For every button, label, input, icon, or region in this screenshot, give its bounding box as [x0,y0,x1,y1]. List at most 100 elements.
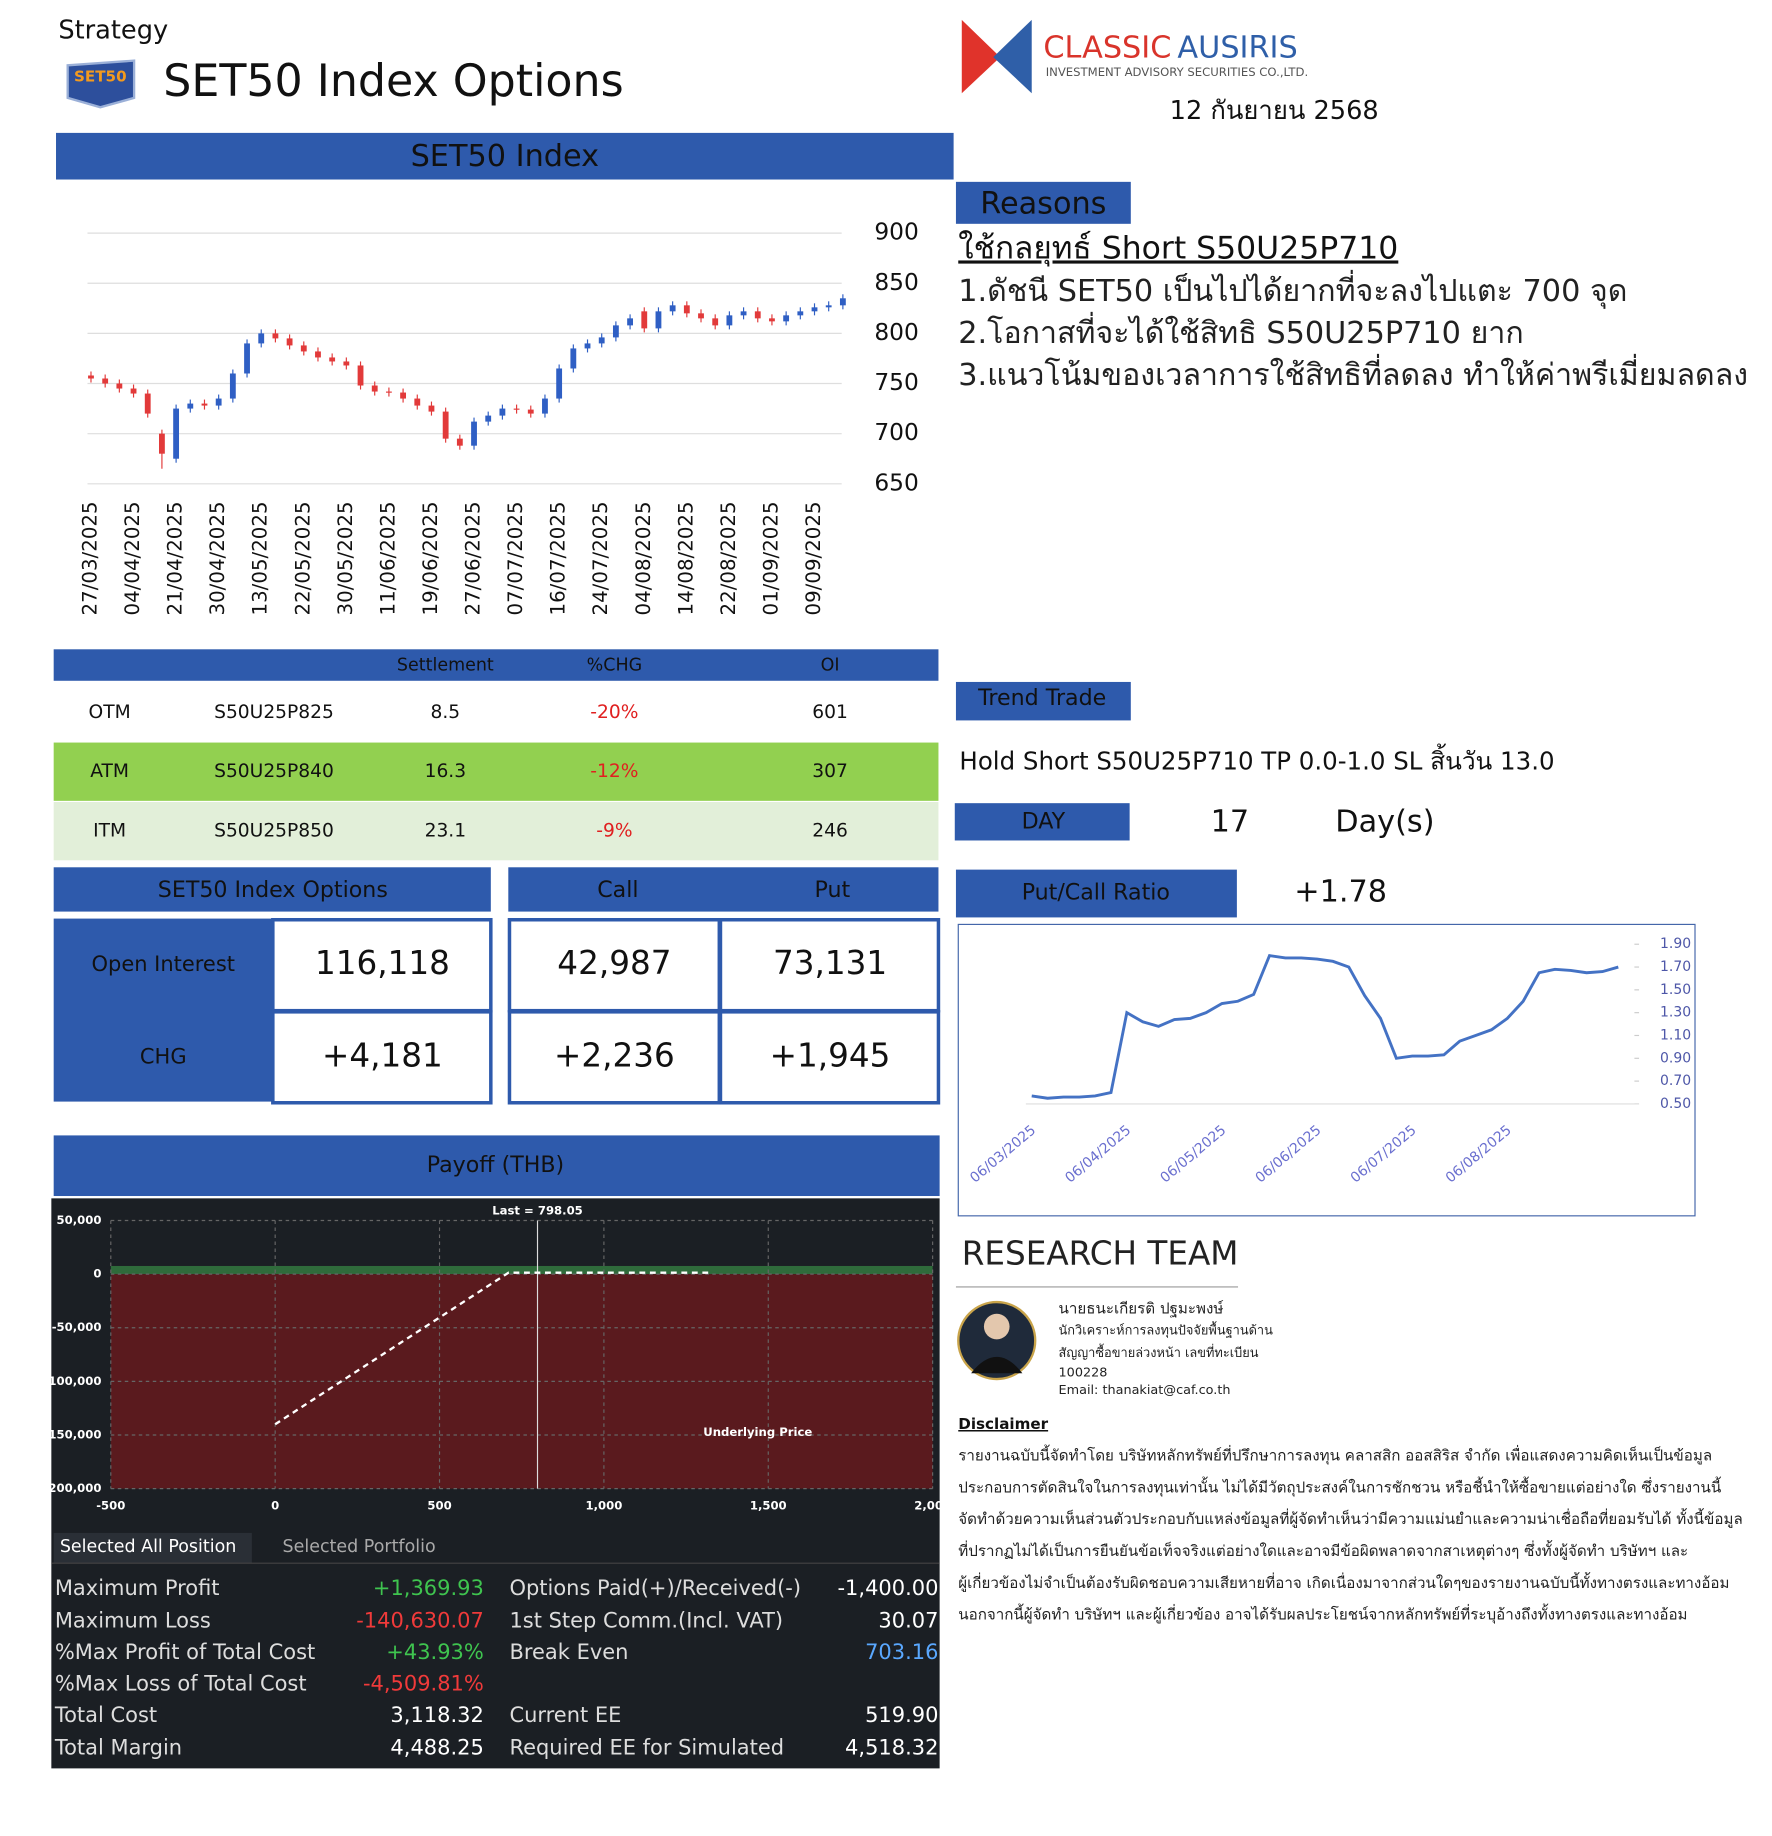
table-cell: 16.3 [425,761,467,782]
table-cell: S50U25P850 [214,821,334,842]
stat-label: Total Cost [54,1703,157,1727]
candle-body [712,318,719,326]
disclaimer-text: นอกจากนี้ผู้จัดทำ บริษัทฯ และผู้เกี่ยวข้… [958,1604,1687,1625]
table-cell: 23.1 [425,821,467,842]
stat-label: Maximum Profit [55,1576,220,1600]
candle-body [513,408,520,410]
reason: 3.แนวโน้มของเวลาการใช้สิทธิที่ลดลง ทำให้… [958,353,1748,393]
page-title: SET50 Index Options [163,56,623,107]
stat-label: Total Margin [54,1736,182,1760]
candle-body [130,388,137,394]
disclaimer-text: ที่ปรากฏไม่ได้เป็นการยืนยันข้อเท็จจริงแต… [958,1540,1688,1561]
company-name: CLASSIC [1043,30,1171,65]
tab-active [53,1532,252,1564]
disclaimer-text: ประกอบการตัดสินใจในการลงทุนเท่านั้น ไม่ไ… [958,1476,1721,1497]
candle-body [400,392,407,399]
candle-body [315,351,321,358]
y-tick-label: 0 [93,1267,101,1281]
table-row [53,742,939,801]
x-tick-label: 13/05/2025 [249,501,272,615]
x-tick-label: 1,000 [585,1499,622,1513]
payoff-line [274,1271,711,1426]
x-tick-label: 22/05/2025 [291,501,314,615]
stat-value: 3,118.32 [390,1703,483,1727]
tag [955,681,1131,721]
analyst-info: นักวิเคราะห์การลงทุนปัจจัยพื้นฐานด้าน [1059,1321,1274,1339]
stat-value: -1,400.00 [838,1576,939,1600]
disclaimer-text: รายงานฉบับนี้จัดทำโดย บริษัทหลักทรัพย์ที… [958,1444,1712,1465]
candle-body [797,311,804,316]
strategy: ใช้กลยุทธ์ Short S50U25P710 [958,229,1398,267]
y-tick-label: 650 [874,469,918,496]
analyst-info: 100228 [1059,1366,1108,1381]
stat-label: Required EE for Simulated [509,1736,784,1760]
section-title: RESEARCH TEAM [962,1234,1239,1272]
stat-value: 703.16 [865,1640,938,1664]
y-tick-label: 1.10 [1660,1027,1691,1043]
candle-body [783,315,790,322]
pcr-value: +1.78 [1294,874,1387,909]
candle-body [542,398,548,414]
table-cell: OTM [89,702,131,723]
stat-value: -4,509.81% [363,1671,484,1695]
x-tick-label: 2,000 [914,1499,951,1513]
chart-title: Payoff (THB) [427,1152,564,1178]
section-header [53,867,491,912]
x-tick-label: 04/08/2025 [632,501,655,615]
tab: Selected All Position [60,1537,237,1557]
candle-body [740,311,747,316]
x-tick-label: 1,500 [750,1499,787,1513]
candle-body [598,337,605,344]
reason: 1.ดัชนี SET50 เป็นไปได้ยากที่จะลงไปแตะ 7… [958,269,1627,310]
stat-label: Options Paid(+)/Received(-) [509,1576,801,1600]
candle-body [811,307,818,312]
table-cell: -20% [590,702,638,723]
x-tick-label: 22/08/2025 [717,501,740,615]
y-tick-label: 50,000 [57,1213,102,1227]
candle-body [570,348,577,369]
day-unit: Day(s) [1335,804,1434,839]
candle-body [173,408,180,459]
candle-body [612,325,619,338]
x-tick-label: 19/06/2025 [419,501,442,615]
x-tick-label: 01/09/2025 [759,501,782,615]
disclaimer-text: จัดทำด้วยความเห็นส่วนตัวประกอบกับแหล่งข้… [958,1508,1742,1528]
value-cell [718,918,941,1013]
value-text: 116,118 [315,944,450,982]
candle-body [471,421,477,446]
table-cell: -9% [596,821,632,842]
value-text: 73,131 [773,944,887,982]
reason: 2.โอกาสที่จะได้ใช้สิทธิ S50U25P710 ยาก [958,311,1523,351]
section-title: Reasons [980,187,1106,222]
candle-body [116,383,123,389]
stat-value: -140,630.07 [356,1609,484,1633]
x-tick-label: 30/04/2025 [206,501,229,615]
x-tick-label: 07/07/2025 [504,501,527,615]
label-block [53,918,273,1102]
stat-label: %Max Loss of Total Cost [55,1671,307,1695]
section-header [56,132,954,180]
value-cell [271,918,493,1013]
candle-body [556,368,563,399]
candle-body [698,313,704,319]
candle-body [329,357,336,362]
table-cell: ITM [93,821,126,842]
y-tick-label: 850 [874,269,918,296]
candle-body [769,318,775,322]
disclaimer-title: Disclaimer [958,1415,1048,1433]
candle-body [499,408,506,416]
x-tick-label: 04/04/2025 [121,501,144,615]
candle-body [414,398,421,406]
candle-body [144,393,151,414]
candle-body [527,409,534,414]
x-tick-label: 16/07/2025 [547,501,570,615]
x-tick-label: 09/09/2025 [802,501,825,615]
table-header [53,649,939,681]
chart-frame [957,923,1696,1217]
candle-body [343,361,350,366]
day-label: DAY [1022,808,1066,834]
candle-body [641,311,648,329]
tab: Selected Portfolio [283,1537,436,1557]
section-title: Trend Trade [977,685,1106,711]
stat-label: %Max Profit of Total Cost [55,1640,315,1664]
